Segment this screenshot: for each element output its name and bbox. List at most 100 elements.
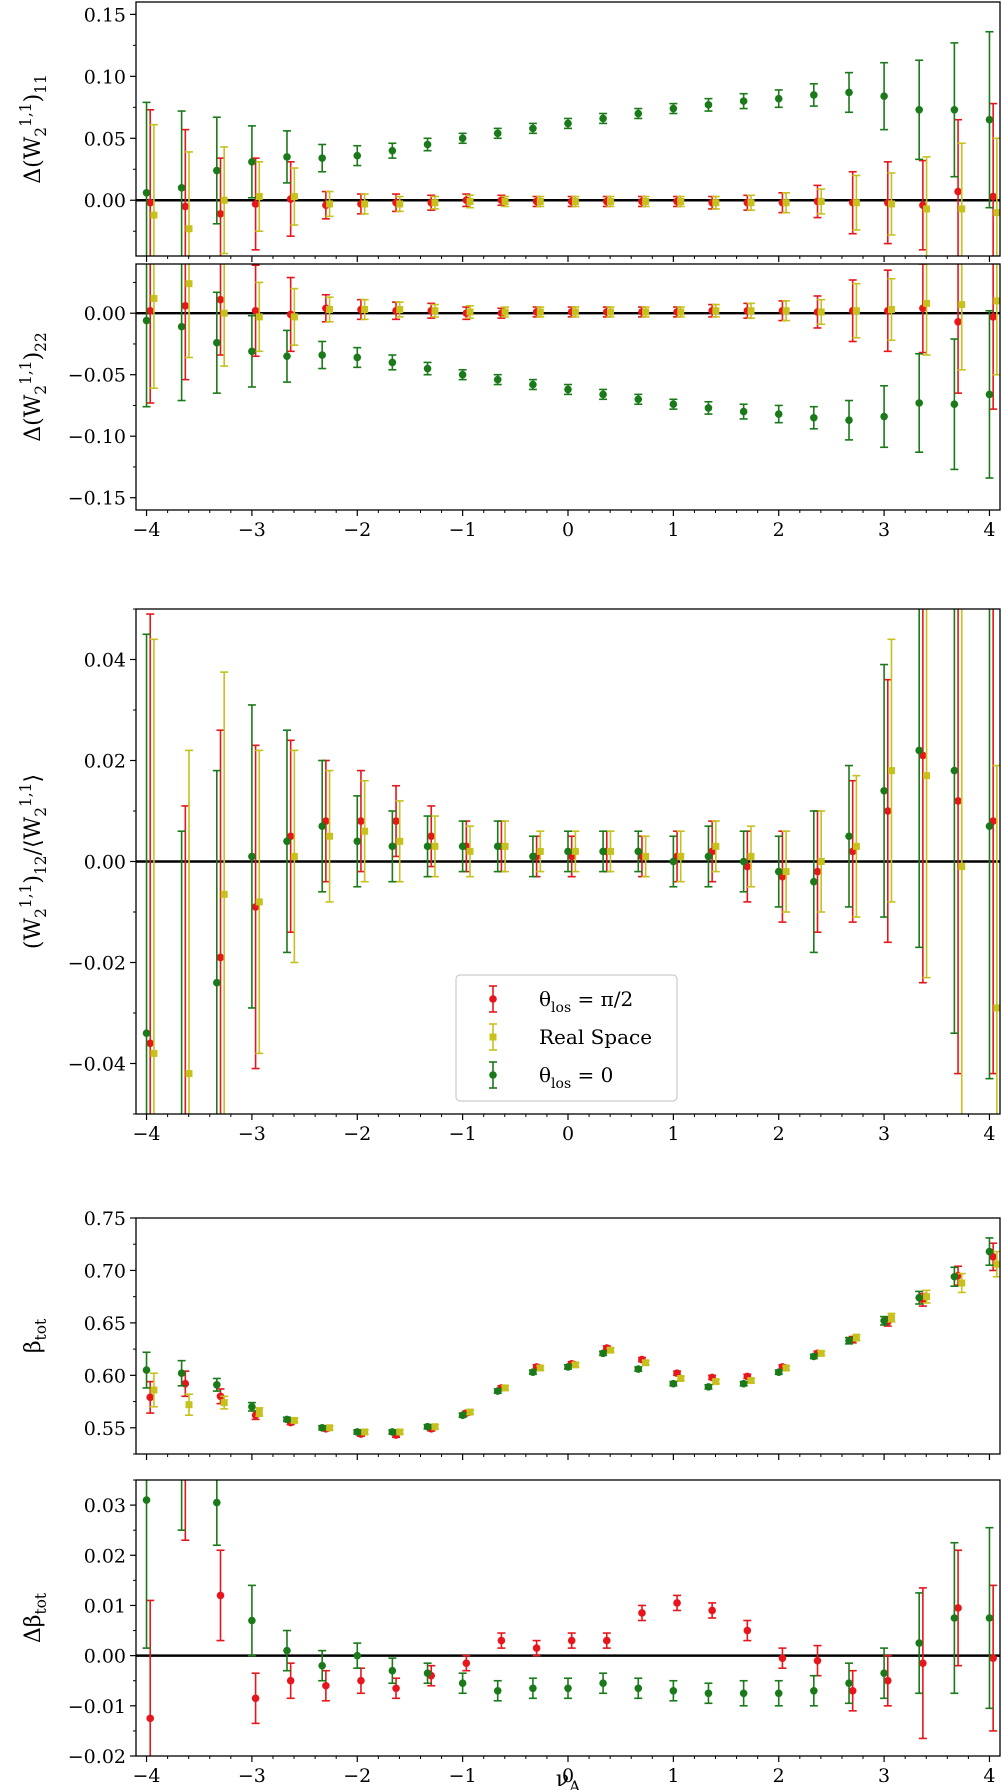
x-tick-label: −4 bbox=[133, 1765, 161, 1787]
y-tick-label: −0.01 bbox=[68, 1696, 126, 1718]
data-point bbox=[248, 158, 256, 166]
data-point bbox=[146, 1714, 155, 1723]
data-point bbox=[220, 309, 228, 317]
data-point bbox=[427, 832, 436, 841]
data-point bbox=[883, 1676, 892, 1685]
data-point bbox=[536, 847, 544, 855]
x-tick-label: 3 bbox=[878, 1765, 890, 1787]
x-tick-label: 4 bbox=[983, 519, 995, 541]
series-red bbox=[146, 609, 998, 1114]
data-point bbox=[458, 842, 467, 851]
data-point bbox=[150, 1386, 158, 1394]
data-point bbox=[669, 400, 678, 409]
x-tick-label: −1 bbox=[449, 1123, 477, 1145]
axes-frame-w11 bbox=[135, 1, 1001, 257]
data-point bbox=[817, 858, 825, 865]
data-point bbox=[985, 1247, 994, 1256]
y-tick-label: 0.02 bbox=[84, 751, 126, 773]
data-point bbox=[845, 1336, 853, 1345]
data-point bbox=[353, 353, 362, 362]
data-point bbox=[677, 308, 685, 316]
data-point bbox=[290, 852, 298, 860]
data-point bbox=[146, 1039, 155, 1048]
series-yellow bbox=[149, 609, 1000, 1114]
legend-entry: Real Space bbox=[489, 1023, 652, 1051]
data-point bbox=[216, 295, 225, 304]
data-point bbox=[142, 1029, 151, 1037]
data-point bbox=[677, 852, 685, 860]
data-point bbox=[392, 817, 400, 825]
y-tick-label: 0.55 bbox=[84, 1418, 126, 1440]
data-point bbox=[915, 1293, 923, 1302]
data-point bbox=[993, 209, 1000, 217]
data-point bbox=[817, 1349, 825, 1357]
data-point bbox=[177, 1369, 186, 1378]
data-point bbox=[782, 307, 790, 315]
data-point bbox=[567, 1636, 576, 1645]
data-point bbox=[950, 1614, 959, 1622]
y-tick-label: 0.03 bbox=[84, 1495, 126, 1517]
panel-w12: −4 −3 −2 −1 0 1 2 3 4 −0.04 −0.02 0.00 0.02 0.04 (W21,… bbox=[17, 608, 1001, 1145]
data-point bbox=[747, 199, 755, 207]
data-point bbox=[251, 306, 260, 315]
data-point bbox=[848, 1686, 857, 1695]
data-point bbox=[958, 301, 966, 309]
legend-marker bbox=[489, 1071, 497, 1079]
data-point bbox=[251, 1694, 260, 1703]
data-point bbox=[634, 847, 643, 856]
data-point bbox=[880, 92, 888, 100]
x-tick-label: 1 bbox=[667, 519, 679, 541]
data-point bbox=[536, 308, 544, 316]
series-green bbox=[142, 30, 994, 256]
series-red bbox=[146, 264, 998, 410]
data-point bbox=[950, 1272, 959, 1281]
data-point bbox=[248, 852, 256, 861]
data-point bbox=[213, 338, 221, 347]
data-point bbox=[642, 852, 650, 860]
data-point bbox=[887, 306, 895, 314]
data-point bbox=[989, 313, 997, 321]
data-point bbox=[213, 1498, 221, 1507]
panel-dbeta: −4 −3 −2 −1 0 1 2 3 4 −0.02 −0.01 0.00 0.01 0.02 0.03 Δ… bbox=[21, 1479, 1001, 1790]
data-point bbox=[599, 1349, 607, 1358]
data-point bbox=[283, 153, 291, 161]
data-point bbox=[388, 842, 397, 851]
x-tick-label: −1 bbox=[449, 1765, 477, 1787]
data-point bbox=[431, 199, 439, 207]
data-point bbox=[248, 347, 256, 356]
data-point bbox=[431, 842, 439, 850]
data-point bbox=[743, 1626, 752, 1635]
y-axis-label: (W21,1)12/⟨W21,1⟩ bbox=[17, 774, 50, 949]
legend-marker bbox=[489, 1033, 497, 1041]
data-point bbox=[388, 1428, 397, 1436]
legend-label: θlos = 0 bbox=[539, 1063, 613, 1092]
data-point bbox=[704, 404, 713, 412]
data-point bbox=[529, 1368, 537, 1376]
ticks-dbeta: −4 −3 −2 −1 0 1 2 3 4 −0.02 −0.01 0.00 0.01 0.02 0.03 bbox=[68, 1479, 996, 1787]
data-point bbox=[880, 787, 888, 795]
data-point bbox=[392, 1684, 400, 1693]
y-tick-label: 0.65 bbox=[84, 1313, 126, 1335]
data-point bbox=[810, 91, 818, 99]
data-point bbox=[782, 1364, 790, 1372]
y-tick-label: −0.10 bbox=[68, 426, 126, 448]
data-point bbox=[958, 863, 966, 871]
data-point bbox=[150, 1049, 158, 1057]
data-point bbox=[852, 842, 860, 850]
data-point bbox=[529, 380, 537, 389]
data-point bbox=[677, 1374, 685, 1382]
series-green bbox=[142, 264, 994, 479]
data-point bbox=[985, 115, 994, 124]
data-point bbox=[357, 1676, 365, 1685]
data-point bbox=[466, 1408, 474, 1416]
data-point bbox=[747, 307, 755, 315]
panels: 0.000.050.100.15Δ(W21,1)11−4 −3 −2 −1 0 1 2 3 4−… bbox=[17, 1, 1001, 1790]
data-point bbox=[361, 306, 369, 314]
y-tick-label: −0.02 bbox=[68, 1746, 126, 1768]
x-tick-label: 1 bbox=[667, 1765, 679, 1787]
data-point bbox=[146, 198, 155, 207]
x-tick-label: 2 bbox=[773, 1765, 785, 1787]
data-point bbox=[220, 196, 228, 204]
data-point bbox=[774, 94, 783, 103]
